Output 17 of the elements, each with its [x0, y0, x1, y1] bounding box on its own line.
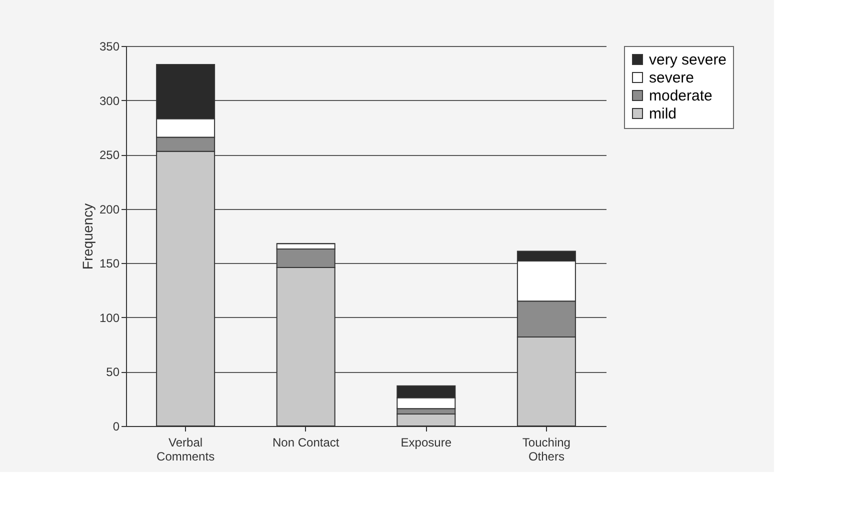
y-tick-label: 300: [99, 94, 120, 108]
y-tick-label: 350: [99, 40, 120, 54]
y-tick-label: 0: [112, 420, 120, 434]
y-tick-label: 100: [99, 310, 120, 325]
y-tick-label: 50: [106, 365, 120, 380]
y-axis-title: Frequency: [79, 203, 96, 270]
y-tick-label: 150: [99, 256, 120, 271]
legend-label: severe: [649, 70, 694, 86]
y-tick-label: 200: [99, 202, 120, 216]
legend-label: mild: [649, 106, 677, 122]
x-tick-label: Verbal Comments: [156, 436, 215, 464]
x-tick-label: Touching Others: [522, 436, 570, 464]
x-tick-label: Exposure: [400, 436, 452, 450]
y-tick-label: 250: [99, 148, 120, 162]
legend-label: very severe: [649, 52, 727, 68]
x-tick-label: Non Contact: [272, 436, 340, 450]
legend-label: moderate: [649, 88, 712, 104]
